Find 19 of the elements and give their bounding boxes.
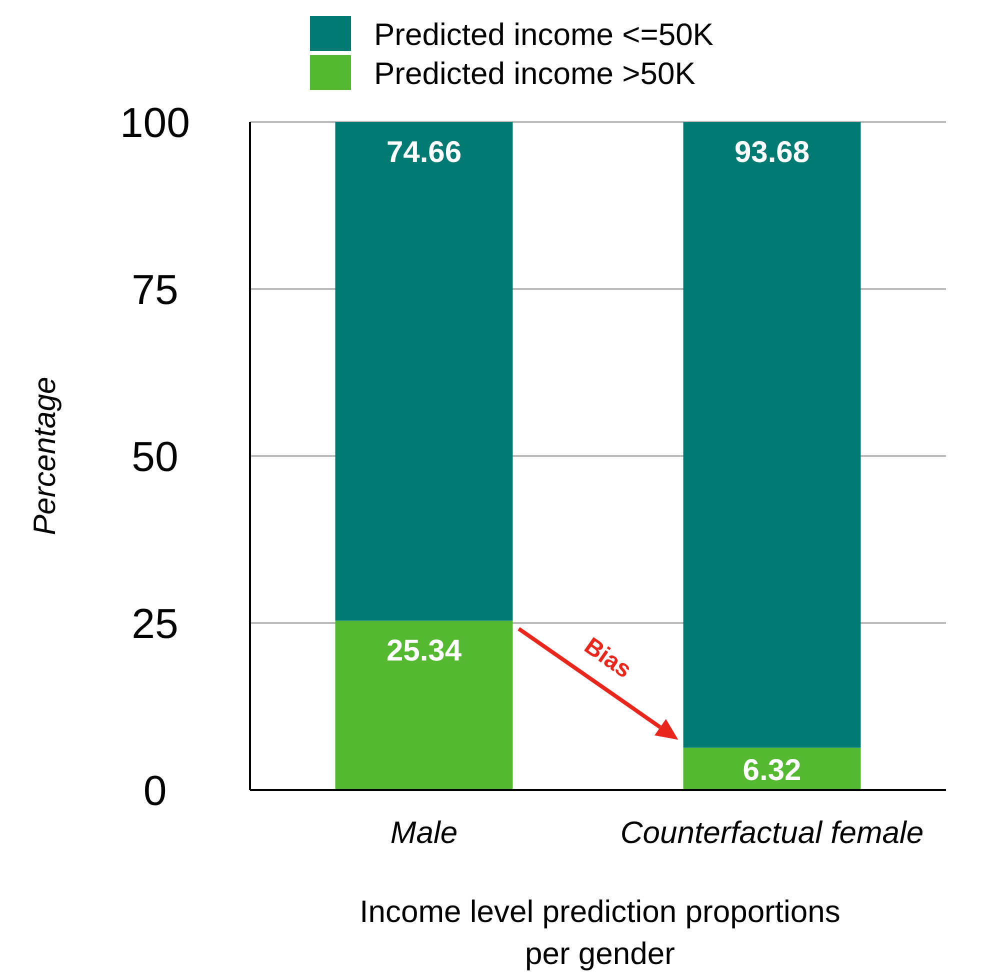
y-tick-label: 100	[120, 99, 190, 146]
legend-label: Predicted income <=50K	[374, 17, 714, 52]
y-tick-label: 75	[132, 266, 178, 314]
data-label: 25.34	[386, 634, 462, 668]
data-label: 74.66	[386, 136, 462, 169]
annotation: Bias	[579, 632, 636, 684]
x-axis-title: Income level prediction proportions per gender	[360, 894, 840, 971]
y-tick-label: 50	[132, 433, 178, 480]
y-axis-title: Percentage	[27, 376, 62, 536]
bar	[335, 122, 513, 621]
bar	[335, 620, 513, 790]
y-tick-label: 25	[132, 600, 178, 648]
data-label: 6.32	[742, 754, 802, 787]
legend-label: Predicted income >50K	[374, 56, 696, 92]
x-tick-label: Counterfactual female	[620, 815, 924, 850]
y-tick-label: 0	[143, 767, 167, 814]
data-label: 93.68	[734, 136, 810, 169]
bar	[683, 122, 861, 748]
x-tick-label: Male	[390, 815, 458, 850]
